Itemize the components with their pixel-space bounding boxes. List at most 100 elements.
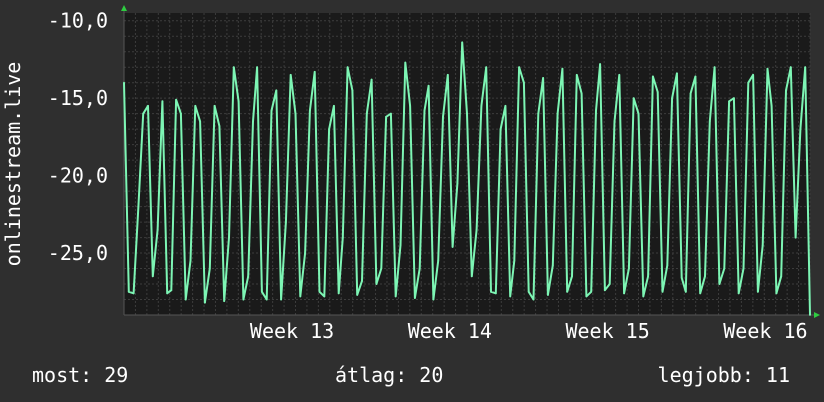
data-point xyxy=(551,264,554,267)
data-point xyxy=(647,275,650,278)
data-point xyxy=(680,276,683,279)
plot-background xyxy=(124,13,810,315)
data-point xyxy=(437,259,440,262)
data-point xyxy=(466,112,468,115)
data-point xyxy=(775,292,778,295)
data-point xyxy=(480,105,483,107)
data-point xyxy=(199,120,202,123)
data-point xyxy=(571,275,573,278)
data-point xyxy=(228,236,230,239)
data-point xyxy=(527,290,530,293)
data-point xyxy=(389,112,392,115)
data-point xyxy=(499,128,502,131)
data-point xyxy=(652,75,654,78)
data-point xyxy=(461,41,464,44)
data-point xyxy=(252,120,254,123)
axes xyxy=(121,5,820,318)
y-axis-arrow xyxy=(121,5,127,11)
data-point xyxy=(761,244,764,247)
data-point xyxy=(237,100,240,103)
data-point xyxy=(218,125,221,127)
data-point xyxy=(485,66,488,69)
data-point xyxy=(794,236,797,239)
data-point xyxy=(613,120,616,123)
series xyxy=(123,41,811,316)
data-point xyxy=(523,81,525,84)
data-point xyxy=(313,70,316,73)
data-point xyxy=(456,182,459,185)
data-point xyxy=(189,259,192,262)
data-point xyxy=(475,228,478,231)
data-point xyxy=(275,89,278,92)
data-point xyxy=(742,267,745,270)
data-point xyxy=(537,112,540,115)
data-point xyxy=(608,283,611,285)
data-point xyxy=(642,295,645,298)
y-axis-label: onlinestream.live xyxy=(1,62,25,267)
data-point xyxy=(661,290,664,293)
data-point xyxy=(595,109,597,112)
data-point xyxy=(385,115,387,118)
data-point xyxy=(404,61,407,64)
data-point xyxy=(556,112,559,115)
data-point xyxy=(213,105,216,107)
data-point xyxy=(304,252,307,254)
data-point xyxy=(280,298,282,301)
data-point xyxy=(780,275,783,278)
data-point xyxy=(142,112,145,115)
data-point xyxy=(204,301,206,304)
y-tick-label: -25,0 xyxy=(48,241,108,265)
data-point xyxy=(127,290,130,293)
data-point xyxy=(451,245,454,248)
data-point xyxy=(232,66,235,69)
data-point xyxy=(361,280,363,282)
data-point xyxy=(137,205,140,208)
data-point xyxy=(166,292,169,295)
data-point xyxy=(299,295,302,298)
data-point xyxy=(256,66,258,69)
data-point xyxy=(413,297,416,299)
data-point xyxy=(504,105,507,107)
data-point xyxy=(618,74,621,76)
data-point xyxy=(242,298,245,301)
data-point xyxy=(423,109,426,112)
data-point xyxy=(370,78,373,81)
data-point xyxy=(170,289,173,292)
data-point xyxy=(513,259,516,262)
data-point xyxy=(623,292,625,295)
data-point xyxy=(547,293,549,296)
footer-now: most: 29 xyxy=(32,363,128,387)
data-point xyxy=(446,74,449,76)
data-point xyxy=(671,97,674,100)
data-point xyxy=(309,109,311,112)
data-point xyxy=(575,74,578,76)
data-point xyxy=(260,290,263,293)
data-point xyxy=(323,295,326,298)
data-point xyxy=(194,105,197,107)
data-point xyxy=(509,295,512,298)
data-point xyxy=(732,97,735,100)
data-point xyxy=(490,290,492,293)
data-point xyxy=(804,66,807,69)
footer-best: legjobb: 11 xyxy=(658,363,790,387)
data-point xyxy=(365,112,368,115)
data-point xyxy=(704,275,706,278)
data-point xyxy=(375,283,378,285)
data-point xyxy=(356,293,359,296)
data-point xyxy=(580,92,583,95)
data-point xyxy=(418,267,421,270)
data-point xyxy=(161,100,164,103)
x-tick-label: Week 13 xyxy=(250,319,334,343)
data-point xyxy=(752,74,754,76)
data-point xyxy=(766,67,769,70)
data-point xyxy=(770,105,773,107)
data-point xyxy=(184,298,187,301)
data-point xyxy=(265,298,268,301)
data-point xyxy=(656,91,659,93)
data-point xyxy=(518,66,521,69)
data-point xyxy=(756,290,759,293)
data-point xyxy=(666,264,669,267)
data-point xyxy=(427,84,430,87)
data-point xyxy=(566,290,569,293)
